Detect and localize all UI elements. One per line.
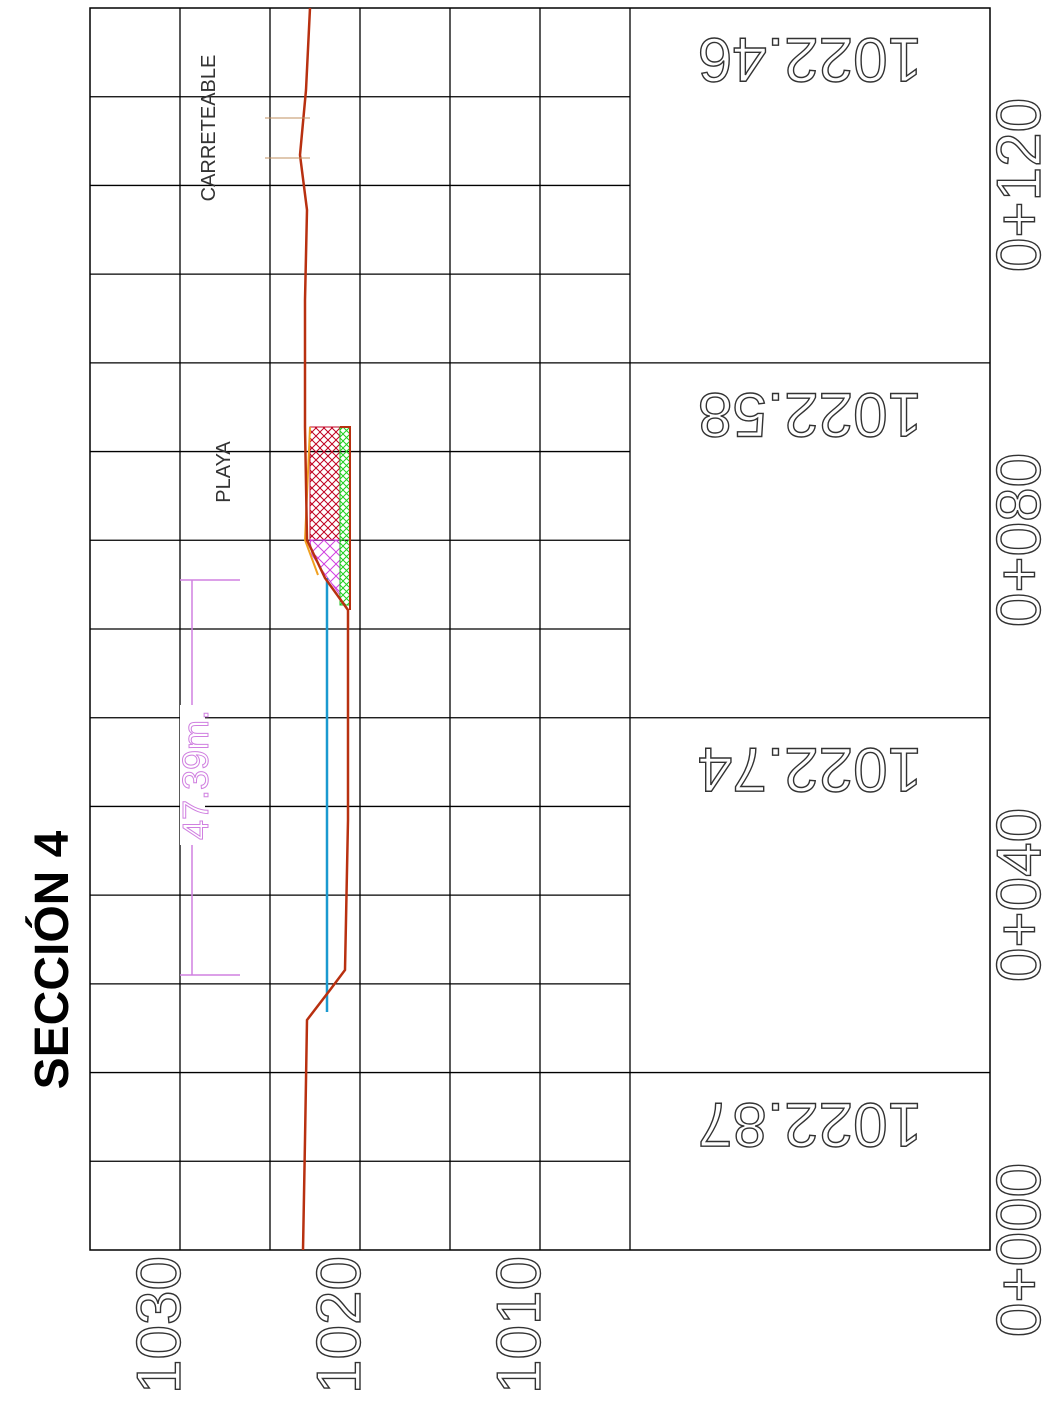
ground-elevation: 1022.74 — [698, 735, 922, 804]
elevation-label: 1030 — [125, 1256, 194, 1394]
ground-profile — [298, 7, 350, 1251]
dimension-label: 47.39m. — [175, 710, 216, 840]
ground-elevation: 1022.87 — [698, 1090, 922, 1159]
station-label: 0+080 — [985, 453, 1046, 627]
station-label: 0+000 — [985, 1163, 1046, 1337]
base-area — [339, 426, 351, 606]
elevation-label: 1010 — [485, 1256, 554, 1394]
station-label: 0+120 — [985, 98, 1046, 272]
section-outline — [340, 426, 351, 610]
ground-elevation: 1022.58 — [698, 380, 922, 449]
station-label: 0+040 — [985, 808, 1046, 982]
cut-area — [309, 426, 341, 541]
dimension-gap — [180, 705, 205, 845]
ground-elevation: 1022.46 — [698, 25, 922, 94]
grid-lines — [90, 96, 990, 1162]
edge-line — [303, 426, 319, 576]
elevation-label: 1020 — [305, 1256, 374, 1394]
grid — [89, 7, 991, 1251]
beach-label: PLAYA — [213, 441, 235, 503]
title: SECCIÓN 4 — [24, 830, 79, 1089]
road-label: CARRETEABLE — [198, 55, 220, 202]
